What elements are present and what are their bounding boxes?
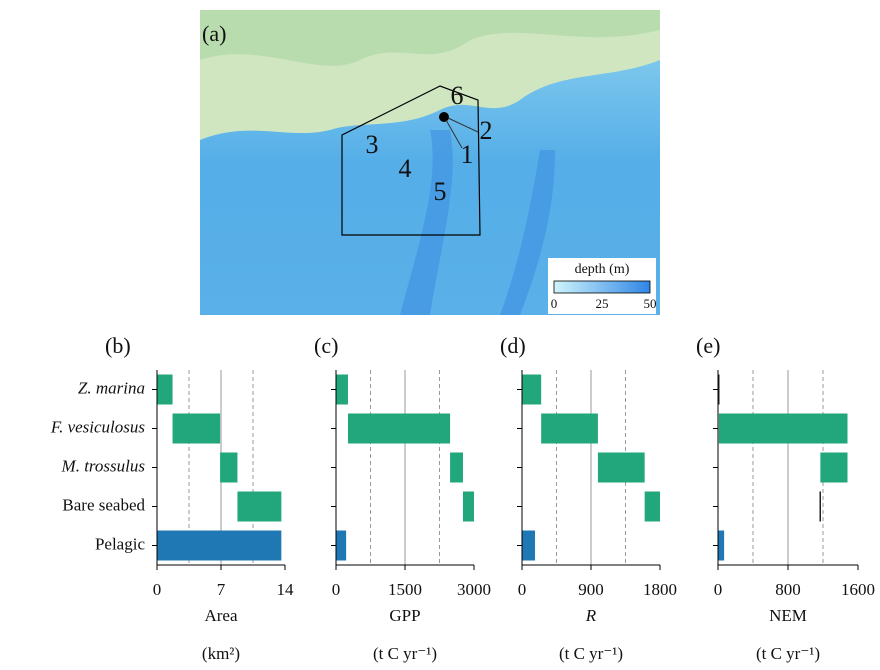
y-tick-label: F. vesiculosus (50, 417, 146, 436)
x-axis-unit: (t C yr⁻¹) (559, 644, 623, 663)
x-tick-label: 800 (775, 580, 801, 599)
panel-label: (d) (500, 333, 526, 358)
colorbar-tick-label: 25 (596, 296, 609, 311)
x-axis-unit: (t C yr⁻¹) (373, 644, 437, 663)
bar (237, 492, 281, 522)
bar (348, 414, 450, 444)
site-dot (439, 112, 449, 122)
charts: (b) 0 7 14 Area (km²) Z. marina F. vesiculosus M… (50, 333, 875, 663)
legend-title: depth (m) (575, 262, 630, 277)
x-tick-label: 1600 (841, 580, 875, 599)
bar (463, 492, 474, 522)
y-tick-label: M. trossulus (61, 456, 146, 475)
bar (820, 492, 822, 522)
x-tick-label: 1800 (643, 580, 677, 599)
x-tick-label: 0 (518, 580, 527, 599)
site-label: 6 (451, 81, 464, 110)
y-tick-label: Z. marina (78, 378, 145, 397)
site-label: 5 (434, 177, 447, 206)
bar (719, 414, 848, 444)
panel-label: (e) (696, 333, 720, 358)
colorbar-tick-label: 0 (551, 296, 558, 311)
x-tick-label: 3000 (457, 580, 491, 599)
site-label: 2 (480, 116, 493, 145)
bar (820, 453, 847, 483)
x-axis-unit: (km²) (202, 644, 240, 663)
bar (718, 531, 724, 561)
bar (336, 531, 346, 561)
bar (220, 453, 237, 483)
bar (522, 531, 535, 561)
site-label: 1 (461, 140, 474, 169)
bar (450, 453, 463, 483)
x-axis-unit: (t C yr⁻¹) (756, 644, 820, 663)
y-tick-label: Pelagic (95, 534, 145, 553)
colorbar (554, 281, 650, 293)
panel-label: (a) (202, 21, 226, 46)
site-label: 3 (366, 130, 379, 159)
x-tick-label: 0 (332, 580, 341, 599)
bar (173, 414, 221, 444)
bar (336, 375, 348, 405)
x-tick-label: 0 (153, 580, 162, 599)
site-label: 4 (399, 154, 412, 183)
map: (a) 1 2 3 4 5 6 depth (m) 0 25 50 (200, 10, 660, 315)
figure: (a) 1 2 3 4 5 6 depth (m) 0 25 50 (b) 0 7 14 A… (0, 0, 880, 665)
bar (522, 375, 541, 405)
panel-label: (c) (314, 333, 338, 358)
x-tick-label: 7 (217, 580, 226, 599)
bar (541, 414, 598, 444)
colorbar-tick-label: 50 (644, 296, 657, 311)
y-tick-label: Bare seabed (62, 495, 145, 514)
x-axis-label: GPP (389, 606, 420, 625)
bar (598, 453, 645, 483)
bar (157, 375, 173, 405)
panel-label: (b) (105, 333, 131, 358)
x-axis-label: Area (204, 606, 237, 625)
bar (645, 492, 660, 522)
x-tick-label: 900 (578, 580, 604, 599)
x-tick-label: 14 (277, 580, 295, 599)
x-axis-label: NEM (769, 606, 807, 625)
x-axis-label: R (585, 606, 597, 625)
bar (157, 531, 281, 561)
x-tick-label: 0 (714, 580, 723, 599)
x-tick-label: 1500 (388, 580, 422, 599)
